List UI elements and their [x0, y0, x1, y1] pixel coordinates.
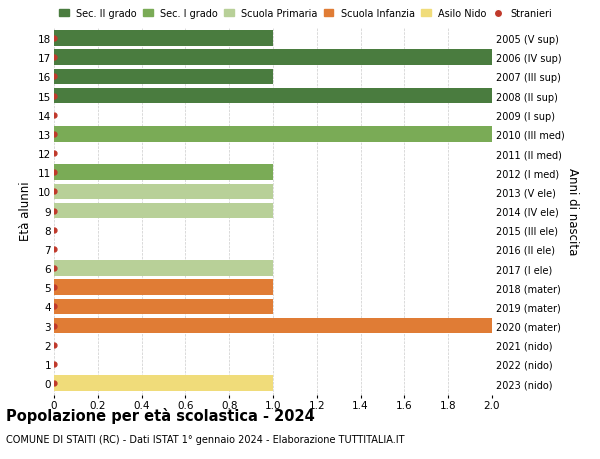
Text: COMUNE DI STAITI (RC) - Dati ISTAT 1° gennaio 2024 - Elaborazione TUTTITALIA.IT: COMUNE DI STAITI (RC) - Dati ISTAT 1° ge… [6, 434, 404, 443]
Bar [54, 261, 273, 276]
Bar [54, 69, 273, 85]
Bar [54, 165, 273, 181]
Legend: Sec. II grado, Sec. I grado, Scuola Primaria, Scuola Infanzia, Asilo Nido, Stran: Sec. II grado, Sec. I grado, Scuola Prim… [59, 9, 552, 19]
Y-axis label: Anni di nascita: Anni di nascita [566, 168, 579, 255]
Bar [54, 127, 492, 142]
Bar [54, 318, 492, 334]
Y-axis label: Età alunni: Età alunni [19, 181, 32, 241]
Text: Popolazione per età scolastica - 2024: Popolazione per età scolastica - 2024 [6, 407, 315, 423]
Bar [54, 31, 273, 47]
Bar [54, 50, 492, 66]
Bar [54, 375, 273, 391]
Bar [54, 89, 492, 104]
Bar [54, 299, 273, 314]
Bar [54, 203, 273, 219]
Bar [54, 184, 273, 200]
Bar [54, 280, 273, 296]
